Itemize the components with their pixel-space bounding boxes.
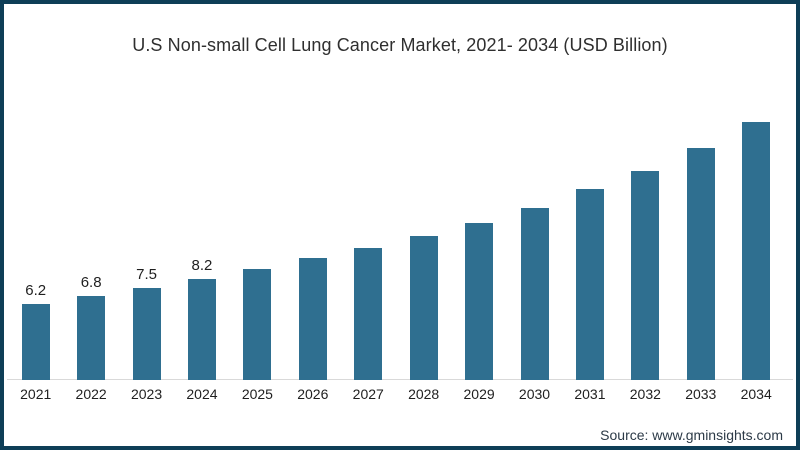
plot-area: 6.2 6.8 7.5 8.2	[8, 68, 784, 380]
bar-slot-2029	[451, 223, 506, 380]
bar-slot-2028	[396, 236, 451, 380]
bar-slot-2026	[285, 258, 340, 380]
bar-2028	[409, 236, 438, 380]
bar-2031	[575, 189, 604, 380]
bar-slot-2034	[728, 122, 783, 380]
bar-2026	[298, 258, 327, 380]
x-axis-line	[7, 379, 793, 380]
x-tick-label: 2029	[463, 386, 495, 402]
bar-2023	[132, 288, 161, 380]
bar-2033	[686, 148, 715, 380]
bar-slot-2032	[618, 171, 673, 380]
x-tick-label: 2028	[408, 386, 440, 402]
x-tick-label: 2022	[75, 386, 107, 402]
bar-slot-2023: 7.5	[119, 267, 174, 380]
x-tick-label: 2031	[574, 386, 606, 402]
bar-slot-2025	[230, 269, 285, 380]
bar-value-label: 7.5	[136, 266, 157, 283]
bar-slot-2031	[562, 189, 617, 380]
bar-value-label: 8.2	[191, 257, 213, 274]
chart-title: U.S Non-small Cell Lung Cancer Market, 2…	[132, 35, 668, 55]
bar-slot-2022: 6.8	[63, 275, 118, 380]
bar-2032	[631, 171, 660, 380]
bar-2034	[742, 122, 771, 380]
x-tick-label: 2030	[518, 386, 551, 402]
x-tick-label: 2027	[352, 386, 384, 402]
bar-2030	[520, 208, 549, 380]
x-tick-label: 2025	[241, 386, 273, 402]
x-tick-label: 2021	[20, 386, 52, 402]
bar-slot-2024: 8.2	[174, 258, 229, 380]
x-axis-tick-labels: 2021 2022 2023 2024 2025 2026 2027 2028 2029 2030…	[8, 386, 784, 402]
source-credit: Source: www.gminsights.com	[600, 427, 783, 443]
bar-2029	[465, 223, 494, 380]
bar-value-label: 6.2	[25, 282, 47, 299]
x-tick-label: 2033	[685, 386, 717, 402]
x-tick-label: 2023	[130, 386, 163, 402]
bar-slot-2027	[341, 248, 396, 380]
bar-2024	[187, 279, 216, 380]
bar-slot-2033	[673, 148, 728, 380]
bar-slot-2030	[507, 208, 562, 380]
bar-slot-2021: 6.2	[8, 283, 63, 380]
x-tick-label: 2034	[740, 386, 772, 402]
bar-value-label: 6.8	[80, 274, 102, 291]
bar-2022	[77, 296, 106, 380]
x-tick-label: 2032	[629, 386, 661, 402]
bar-2025	[243, 269, 272, 380]
bar-2021	[21, 304, 50, 380]
bar-2027	[354, 248, 383, 380]
x-tick-label: 2026	[297, 386, 329, 402]
x-tick-label: 2024	[186, 386, 218, 402]
